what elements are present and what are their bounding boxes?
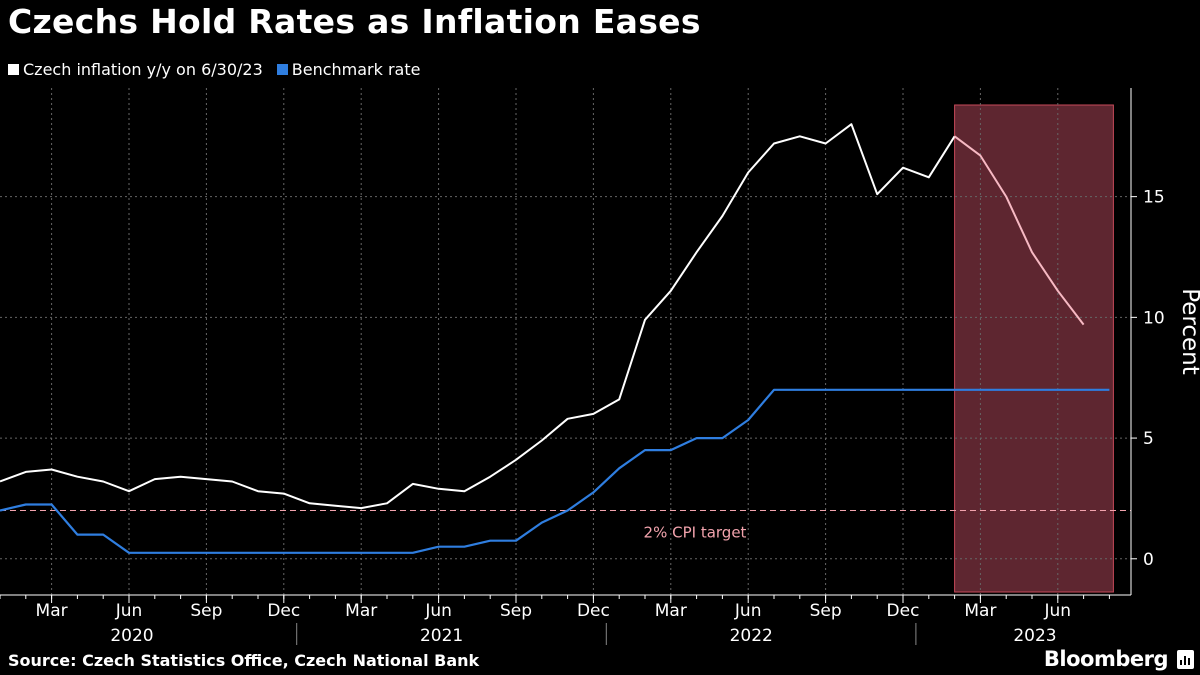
y-axis-title: Percent: [1177, 288, 1200, 375]
cpi-target-label: 2% CPI target: [644, 524, 747, 542]
y-tick-label: 0: [1143, 550, 1154, 570]
source-note: Source: Czech Statistics Office, Czech N…: [8, 651, 480, 670]
year-label: 2022: [730, 626, 773, 646]
legend-label-rate: Benchmark rate: [291, 60, 421, 79]
y-tick-label: 15: [1143, 188, 1165, 208]
series-line-benchmark-rate: [0, 388, 1110, 554]
x-tick-label: Mar: [345, 601, 377, 621]
legend-swatch-inflation: [8, 64, 19, 75]
y-tick-label: 5: [1143, 429, 1154, 449]
chart-icon: [1177, 650, 1194, 669]
legend-label-inflation: Czech inflation y/y on 6/30/23: [23, 60, 263, 79]
x-tick-label: Mar: [655, 601, 687, 621]
chart-title: Czechs Hold Rates as Inflation Eases: [8, 2, 701, 41]
x-tick-label: Jun: [424, 601, 452, 621]
year-label: 2023: [1013, 626, 1056, 646]
y-tick-label: 10: [1143, 308, 1165, 328]
x-tick-label: Sep: [190, 601, 222, 621]
series-line-inflation-highlighted: [954, 135, 1085, 326]
x-tick-label: Dec: [887, 601, 920, 621]
legend-item-rate: Benchmark rate: [276, 60, 421, 79]
x-tick-label: Mar: [36, 601, 68, 621]
x-tick-label: Jun: [1044, 601, 1072, 621]
brand-logo: Bloomberg: [1043, 647, 1169, 671]
x-tick-label: Dec: [267, 601, 300, 621]
x-tick-label: Sep: [810, 601, 842, 621]
legend-swatch-rate: [276, 64, 288, 75]
x-tick-label: Jun: [115, 601, 143, 621]
x-tick-label: Sep: [500, 601, 532, 621]
series-line-inflation: [0, 123, 956, 510]
legend: Czech inflation y/y on 6/30/23 Benchmark…: [8, 60, 420, 79]
year-label: 2021: [420, 626, 463, 646]
x-tick-label: Dec: [577, 601, 610, 621]
x-tick-label: Mar: [964, 601, 996, 621]
highlight-band: [954, 104, 1114, 593]
legend-item-inflation: Czech inflation y/y on 6/30/23: [8, 60, 263, 79]
x-tick-label: Jun: [734, 601, 762, 621]
year-label: 2020: [110, 626, 153, 646]
